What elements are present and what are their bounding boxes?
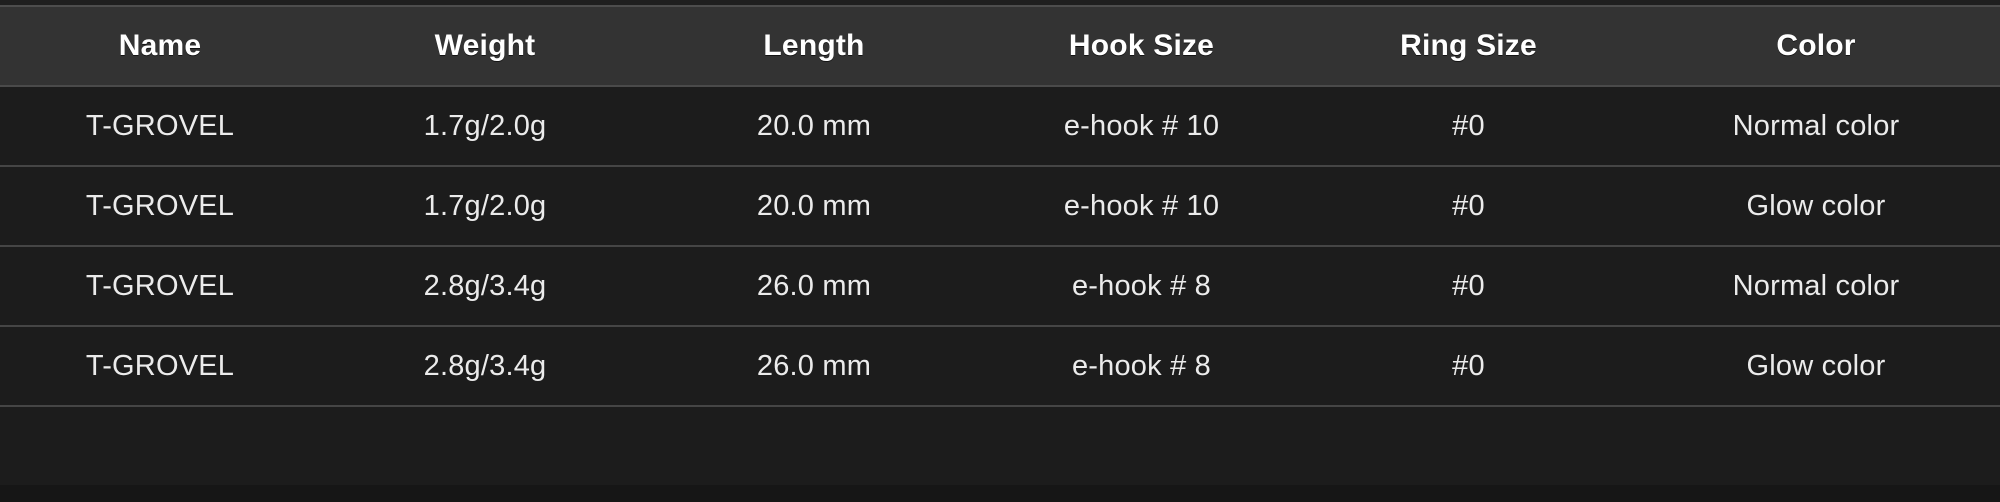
cell-ring-size: #0 [1305,166,1632,247]
product-spec-table: Name Weight Length Hook Size Ring Size C… [0,7,2000,407]
cell-hook-size: e-hook # 10 [978,166,1305,247]
column-header-ring-size[interactable]: Ring Size [1305,7,1632,87]
table-body: T-GROVEL 1.7g/2.0g 20.0 mm e-hook # 10 #… [0,86,2000,407]
column-header-color[interactable]: Color [1632,7,2000,87]
table-header-row: Name Weight Length Hook Size Ring Size C… [0,7,2000,87]
cell-color: Normal color [1632,86,2000,167]
cell-weight: 2.8g/3.4g [320,326,650,407]
cell-name: T-GROVEL [0,166,320,247]
column-header-weight[interactable]: Weight [320,7,650,87]
cell-hook-size: e-hook # 8 [978,326,1305,407]
cell-color: Glow color [1632,166,2000,247]
cell-color: Normal color [1632,246,2000,327]
table-row: T-GROVEL 2.8g/3.4g 26.0 mm e-hook # 8 #0… [0,246,2000,327]
table-row: T-GROVEL 1.7g/2.0g 20.0 mm e-hook # 10 #… [0,166,2000,247]
cell-weight: 1.7g/2.0g [320,86,650,167]
cell-hook-size: e-hook # 8 [978,246,1305,327]
column-header-name[interactable]: Name [0,7,320,87]
cell-ring-size: #0 [1305,246,1632,327]
cell-length: 20.0 mm [650,166,978,247]
table-bottom-strip [0,485,2000,502]
table-row: T-GROVEL 1.7g/2.0g 20.0 mm e-hook # 10 #… [0,86,2000,167]
cell-ring-size: #0 [1305,86,1632,167]
column-header-length[interactable]: Length [650,7,978,87]
cell-length: 26.0 mm [650,326,978,407]
cell-color: Glow color [1632,326,2000,407]
cell-name: T-GROVEL [0,326,320,407]
cell-hook-size: e-hook # 10 [978,86,1305,167]
cell-length: 26.0 mm [650,246,978,327]
table-top-divider [0,0,2000,7]
cell-length: 20.0 mm [650,86,978,167]
column-header-hook-size[interactable]: Hook Size [978,7,1305,87]
cell-name: T-GROVEL [0,246,320,327]
cell-weight: 1.7g/2.0g [320,166,650,247]
cell-weight: 2.8g/3.4g [320,246,650,327]
cell-name: T-GROVEL [0,86,320,167]
cell-ring-size: #0 [1305,326,1632,407]
table-row: T-GROVEL 2.8g/3.4g 26.0 mm e-hook # 8 #0… [0,326,2000,407]
table-header: Name Weight Length Hook Size Ring Size C… [0,7,2000,87]
